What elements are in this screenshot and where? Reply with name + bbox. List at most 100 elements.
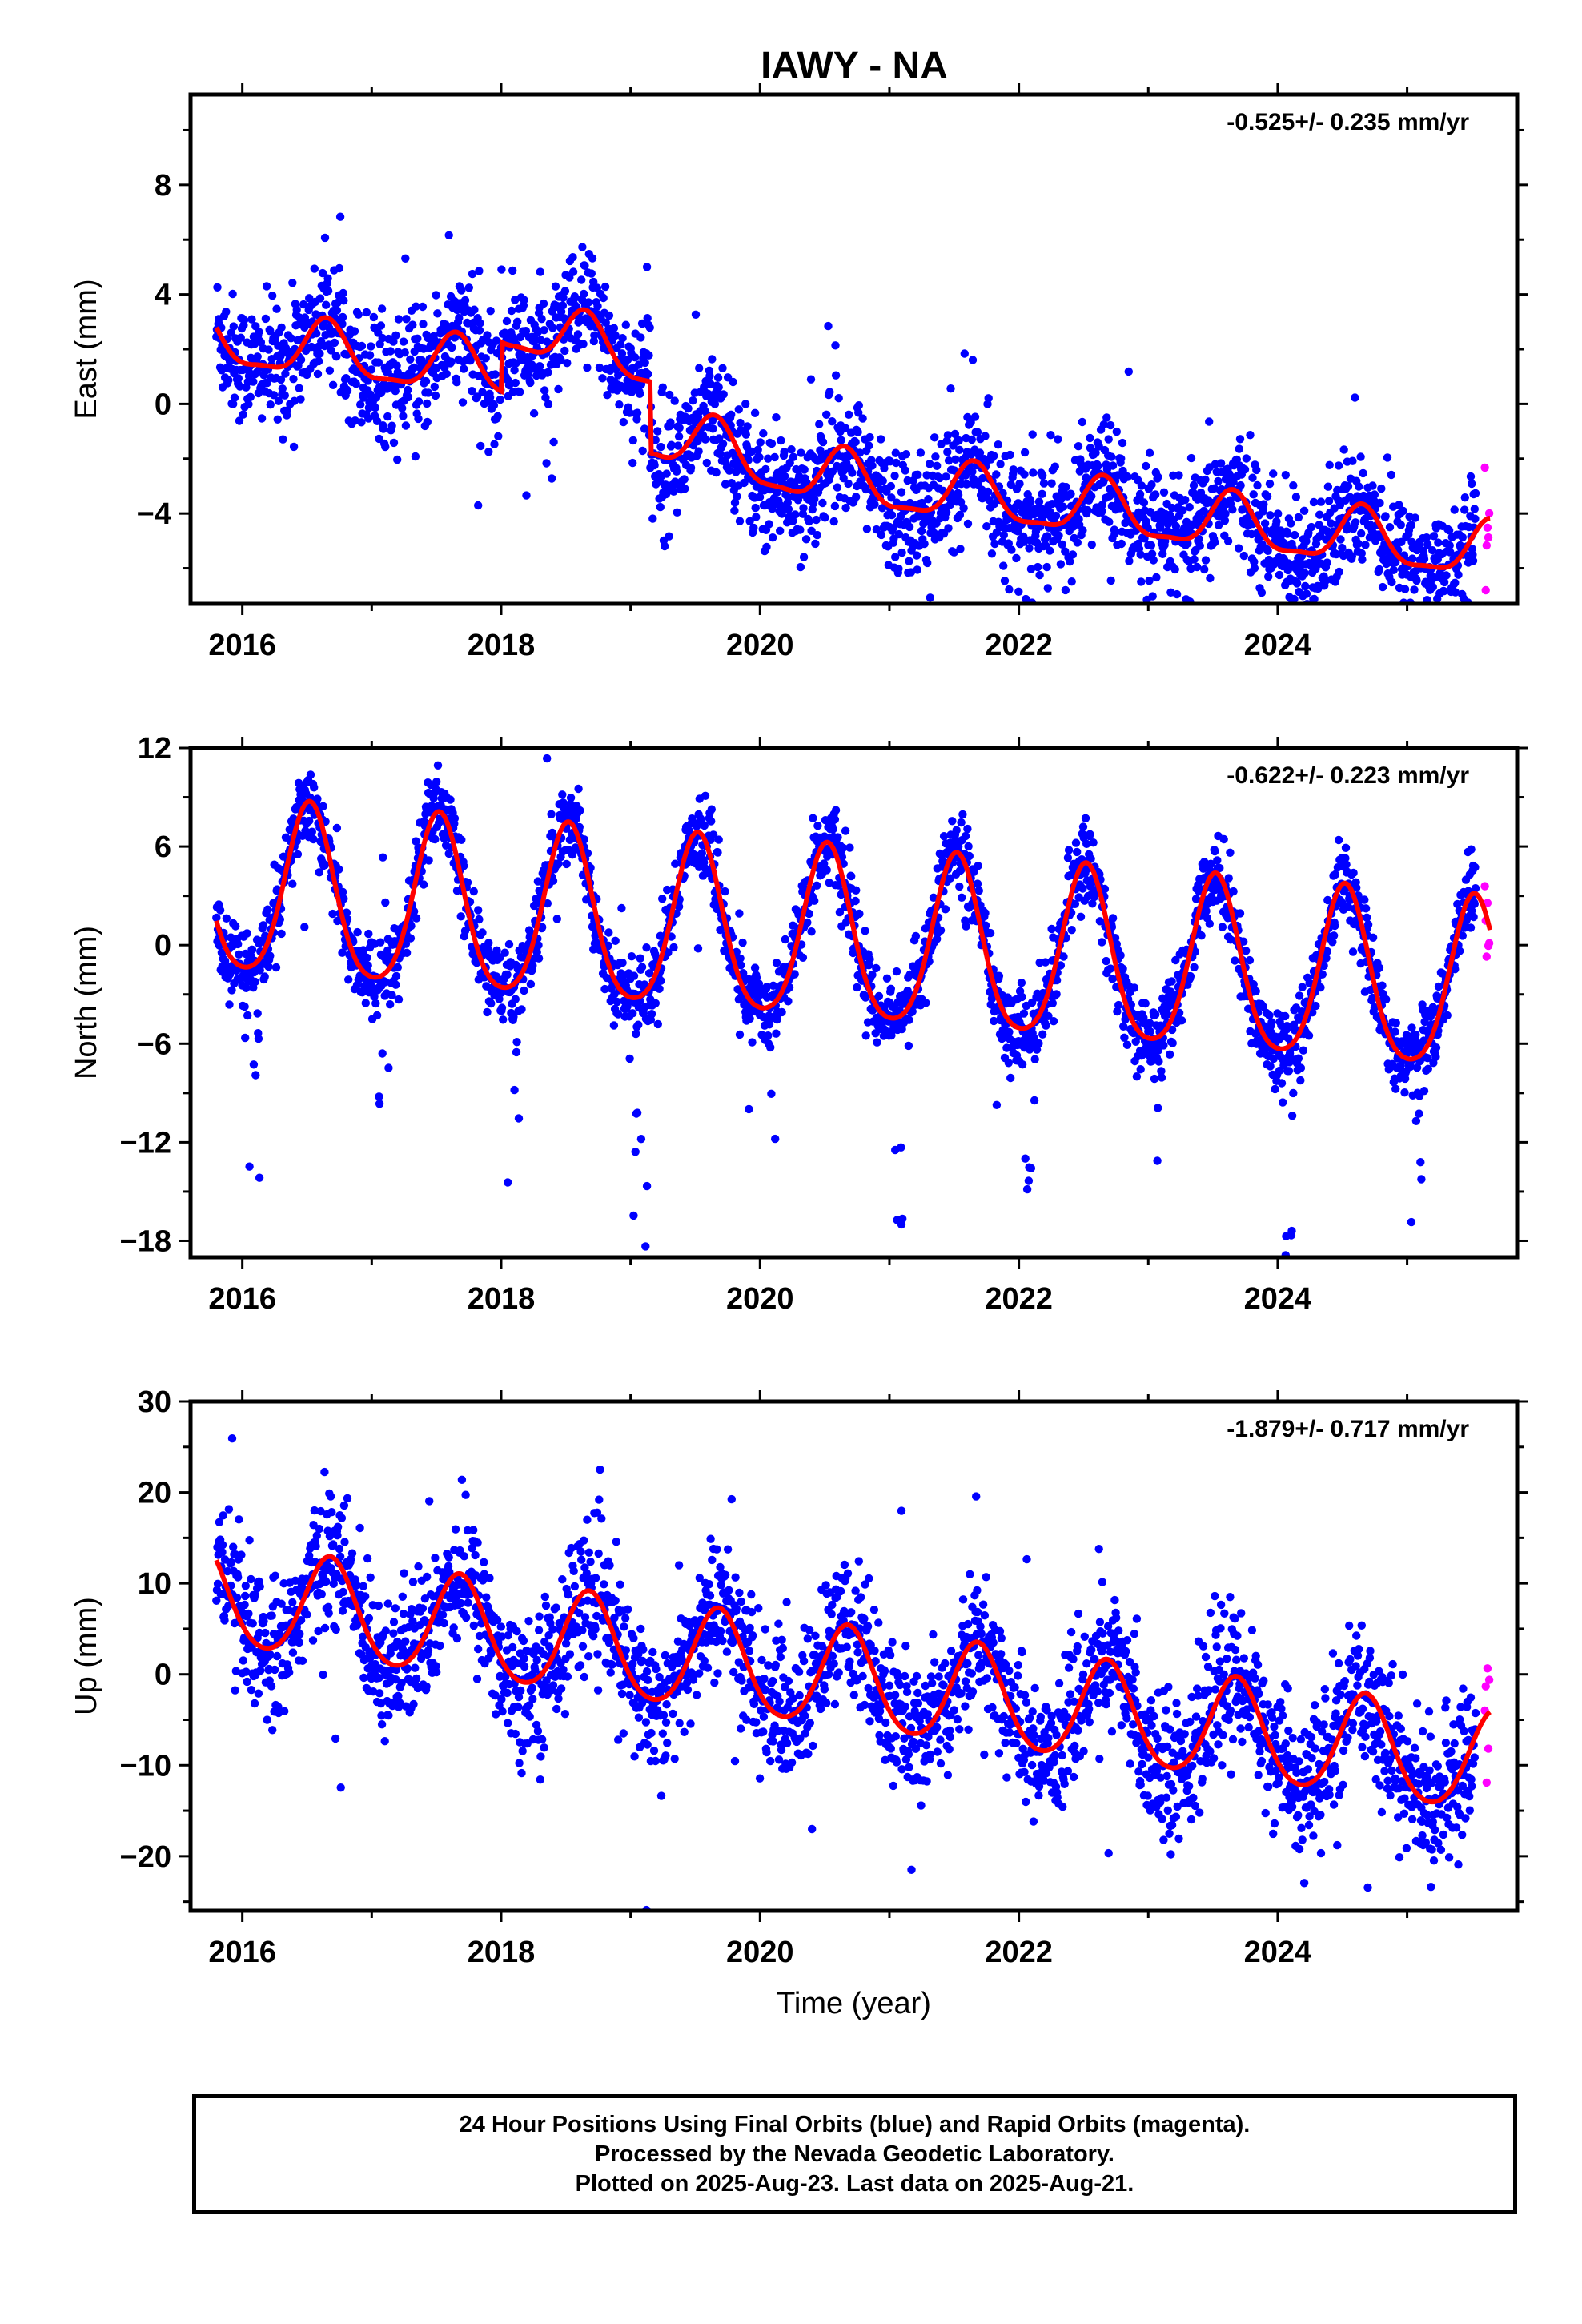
final-orbit-point	[1327, 519, 1335, 528]
final-orbit-point	[413, 334, 422, 343]
final-orbit-point	[666, 418, 675, 427]
final-orbit-point	[541, 393, 550, 402]
final-orbit-point	[393, 455, 402, 464]
final-orbit-point	[1266, 511, 1275, 520]
final-orbit-point	[1454, 570, 1463, 579]
final-orbit-point	[1229, 477, 1238, 487]
final-orbit-point	[1361, 541, 1370, 549]
final-orbit-point	[1296, 1076, 1305, 1085]
final-orbit-point	[1168, 1039, 1177, 1047]
final-orbit-point	[619, 417, 628, 427]
final-orbit-point	[681, 485, 689, 493]
final-orbit-point	[342, 374, 351, 383]
final-orbit-point	[476, 441, 485, 451]
final-orbit-point	[1098, 938, 1106, 947]
final-orbit-point	[838, 843, 848, 853]
final-orbit-point	[981, 432, 990, 440]
final-orbit-point	[628, 1009, 637, 1018]
final-orbit-point	[968, 467, 977, 476]
final-orbit-point	[504, 1178, 512, 1187]
final-orbit-point	[579, 340, 588, 348]
final-orbit-point	[1170, 565, 1179, 574]
final-orbit-point	[1347, 552, 1357, 561]
final-orbit-point	[805, 517, 813, 526]
final-orbit-point	[1429, 532, 1439, 541]
final-orbit-point	[1154, 1104, 1162, 1112]
final-orbit-point	[741, 400, 750, 408]
final-orbit-point	[658, 895, 667, 903]
final-orbit-point	[701, 791, 710, 800]
final-orbit-point	[489, 400, 499, 410]
final-orbit-point	[822, 866, 831, 875]
final-orbit-point	[589, 277, 598, 287]
final-orbit-point	[713, 373, 723, 382]
final-orbit-point	[1020, 470, 1029, 479]
final-orbit-point	[772, 413, 781, 422]
final-orbit-point	[1078, 884, 1087, 893]
final-orbit-point	[855, 909, 864, 919]
final-orbit-point	[1151, 490, 1160, 499]
final-orbit-point	[745, 1104, 753, 1114]
final-orbit-point	[266, 327, 275, 336]
final-orbit-point	[887, 493, 896, 502]
final-orbit-point	[339, 288, 347, 298]
final-orbit-point	[761, 464, 770, 474]
final-orbit-point	[444, 849, 453, 858]
final-orbit-point	[1257, 683, 1265, 691]
final-orbit-point	[548, 324, 557, 332]
final-orbit-point	[1259, 500, 1268, 509]
final-orbit-point	[868, 461, 877, 470]
final-orbit-point	[1202, 907, 1211, 915]
final-orbit-point	[272, 304, 281, 313]
final-orbit-point	[590, 331, 599, 340]
final-orbit-point	[1219, 834, 1228, 844]
final-orbit-point	[673, 508, 681, 517]
final-orbit-point	[903, 476, 912, 485]
final-orbit-point	[393, 963, 402, 972]
final-orbit-point	[1224, 874, 1233, 883]
final-orbit-point	[247, 315, 256, 324]
final-orbit-point	[494, 432, 503, 440]
final-orbit-point	[798, 953, 808, 963]
final-orbit-point	[558, 301, 568, 310]
final-orbit-point	[1432, 614, 1440, 622]
final-orbit-point	[387, 991, 396, 999]
final-orbit-point	[637, 319, 647, 328]
final-orbit-point	[951, 455, 960, 464]
final-orbit-point	[478, 388, 487, 396]
final-orbit-point	[719, 390, 728, 399]
final-orbit-point	[402, 315, 411, 324]
final-orbit-point	[960, 349, 970, 358]
final-orbit-point	[1458, 533, 1468, 542]
final-orbit-point	[1307, 620, 1315, 628]
final-orbit-point	[882, 974, 892, 983]
final-orbit-point	[529, 409, 539, 418]
final-orbit-point	[391, 331, 400, 340]
final-orbit-point	[1190, 963, 1199, 972]
final-orbit-point	[862, 525, 872, 533]
final-orbit-point	[404, 385, 412, 395]
final-orbit-point	[990, 1016, 998, 1026]
final-orbit-point	[1412, 576, 1421, 585]
final-orbit-point	[693, 436, 702, 446]
final-orbit-point	[264, 345, 273, 354]
final-orbit-point	[1283, 1022, 1291, 1031]
final-orbit-point	[1174, 471, 1183, 480]
final-orbit-point	[759, 429, 768, 438]
final-orbit-point	[404, 392, 413, 402]
final-orbit-point	[418, 302, 428, 312]
final-orbit-point	[1043, 584, 1053, 593]
final-orbit-point	[1132, 1072, 1142, 1081]
final-orbit-point	[220, 956, 230, 966]
final-orbit-point	[1263, 492, 1272, 501]
final-orbit-point	[1063, 854, 1073, 862]
x-tick-label: 2020	[726, 629, 794, 662]
final-orbit-point	[278, 384, 287, 393]
final-orbit-point	[1265, 1011, 1274, 1020]
final-orbit-point	[845, 410, 853, 419]
final-orbit-point	[695, 364, 704, 372]
final-orbit-point	[625, 408, 634, 417]
final-orbit-point	[1214, 521, 1223, 529]
final-orbit-point	[1239, 937, 1248, 946]
